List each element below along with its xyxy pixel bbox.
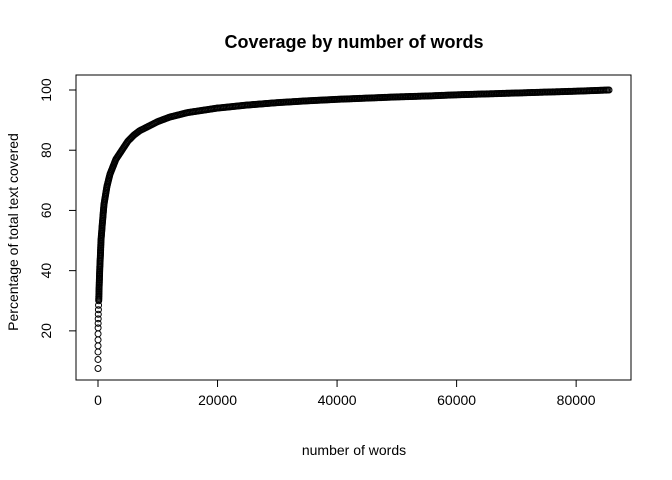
y-tick-label: 20 [38,323,54,339]
data-point [94,315,102,323]
y-tick-label: 40 [38,263,54,279]
data-point [94,306,102,314]
y-axis: 20 40 60 80 100 [38,78,77,339]
y-tick-label: 60 [38,202,54,218]
data-point [94,355,102,363]
data-points [94,86,613,372]
y-tick-label: 100 [38,78,54,102]
x-tick-label: 80000 [557,392,596,408]
data-point [605,86,613,94]
x-tick-label: 40000 [318,392,357,408]
data-point [94,364,102,372]
data-point [94,330,102,338]
x-axis: 0 20000 40000 60000 80000 [94,379,596,408]
data-point [94,319,102,327]
data-point [94,310,102,318]
data-point [94,342,102,350]
data-point [94,348,102,356]
x-axis-label: number of words [302,442,406,458]
x-tick-label: 60000 [437,392,476,408]
chart-title: Coverage by number of words [224,32,483,52]
x-tick-label: 0 [94,392,102,408]
x-tick-label: 20000 [198,392,237,408]
data-point [94,336,102,344]
data-point [94,324,102,332]
y-axis-label: Percentage of total text covered [5,133,21,331]
y-tick-label: 80 [38,142,54,158]
